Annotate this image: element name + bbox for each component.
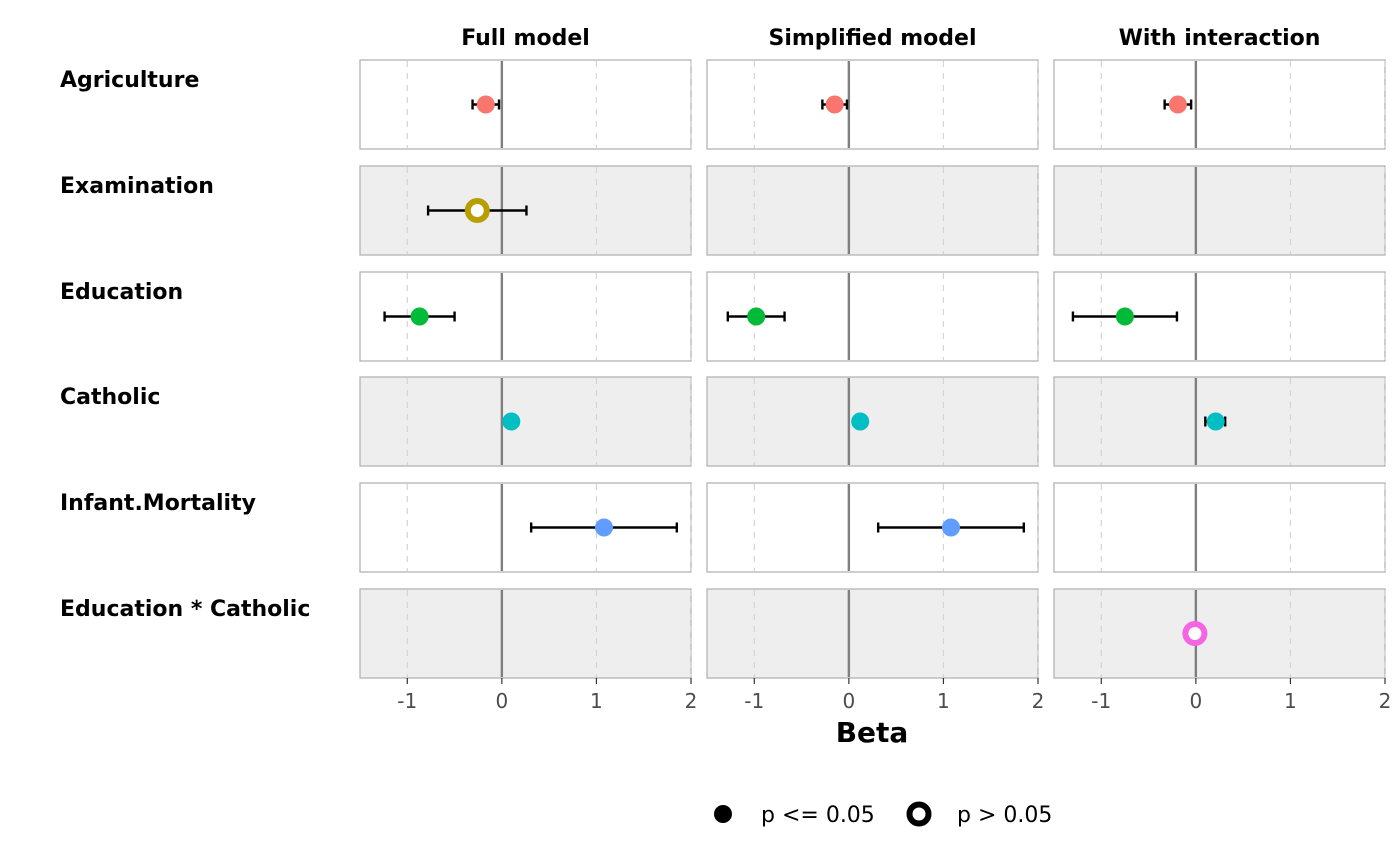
point-estimate [464, 198, 490, 223]
term-label-examination: Examination [60, 174, 214, 199]
panel-background [706, 165, 1039, 256]
point-estimate [941, 518, 960, 537]
estimate-education-full-model [383, 307, 456, 326]
estimate-catholic-simplified-model [851, 412, 870, 431]
x-axis-title: Beta [836, 716, 909, 749]
panel-agriculture-simplified-model [706, 59, 1039, 150]
estimate-catholic-full-model [502, 412, 521, 431]
point-estimate [1206, 412, 1225, 431]
panel-background [706, 588, 1039, 679]
term-labels: Agriculture Examination Education Catholic I… [60, 68, 310, 622]
panel-catholic-simplified-model [706, 376, 1039, 467]
estimate-agriculture-full-model [471, 95, 501, 114]
legend-item-p-0-05: p > 0.05 [906, 801, 1052, 828]
legend-open-circle-icon [906, 801, 932, 827]
panel-background [706, 59, 1039, 150]
panel-agriculture-full-model [359, 59, 692, 150]
model-title-with-interaction: With interaction [1119, 26, 1321, 51]
panel-background [1053, 482, 1386, 573]
panel-background [359, 588, 692, 679]
tick-label: 1 [1284, 689, 1297, 713]
term-label-infant-mortality: Infant.Mortality [60, 491, 256, 516]
term-label-catholic: Catholic [60, 385, 160, 410]
tick-label: 0 [495, 689, 508, 713]
tick-label: 0 [1189, 689, 1202, 713]
panel-background [1053, 588, 1386, 679]
panel-examination-with-interaction [1053, 165, 1386, 256]
tick-label: -1 [1091, 689, 1111, 713]
estimate-infant-mortality-full-model [529, 518, 679, 537]
tick-label: 2 [685, 689, 698, 713]
point-estimate [1115, 307, 1134, 326]
legend: p <= 0.05 p > 0.05 [714, 801, 1052, 828]
estimate-education-catholic-with-interaction [1182, 621, 1208, 646]
panel-background [359, 165, 692, 256]
panel-examination-simplified-model [706, 165, 1039, 256]
estimate-agriculture-with-interaction [1163, 95, 1193, 114]
panel-background [706, 482, 1039, 573]
estimate-education-simplified-model [726, 307, 786, 326]
tick-label: 1 [937, 689, 950, 713]
tick-label: 2 [1032, 689, 1045, 713]
point-estimate [476, 95, 495, 114]
panel-infant-mortality-simplified-model [706, 482, 1039, 573]
term-label-education-catholic: Education * Catholic [60, 597, 310, 622]
panel-education-catholic-with-interaction [1053, 588, 1386, 679]
point-estimate [502, 412, 521, 431]
point-estimate [594, 518, 613, 537]
term-label-agriculture: Agriculture [60, 68, 199, 93]
panel-education-catholic-full-model [359, 588, 692, 679]
legend-label: p <= 0.05 [761, 803, 875, 828]
tick-label: 2 [1379, 689, 1392, 713]
tick-label: 1 [590, 689, 603, 713]
point-estimate [747, 307, 766, 326]
point-estimate [1168, 95, 1187, 114]
panel-background [359, 376, 692, 467]
panel-grid [359, 59, 1386, 679]
legend-item-p-0-05: p <= 0.05 [714, 803, 875, 828]
panel-background [706, 376, 1039, 467]
panel-infant-mortality-with-interaction [1053, 482, 1386, 573]
point-estimate [851, 412, 870, 431]
estimate-examination-full-model [426, 198, 528, 223]
point-estimate [410, 307, 429, 326]
tick-label: -1 [744, 689, 764, 713]
tick-label: 0 [842, 689, 855, 713]
estimate-catholic-with-interaction [1204, 412, 1227, 431]
panel-background [359, 59, 692, 150]
tick-label: -1 [397, 689, 417, 713]
model-title-full-model: Full model [461, 26, 590, 51]
panel-agriculture-with-interaction [1053, 59, 1386, 150]
estimate-infant-mortality-simplified-model [876, 518, 1026, 537]
model-titles: Full model Simplified model With interacti… [461, 26, 1320, 51]
estimate-agriculture-simplified-model [821, 95, 849, 114]
term-label-education: Education [60, 280, 183, 305]
panel-examination-full-model [359, 165, 692, 256]
panel-background [1053, 59, 1386, 150]
legend-label: p > 0.05 [957, 803, 1052, 828]
point-estimate [825, 95, 844, 114]
estimate-education-with-interaction [1071, 307, 1179, 326]
model-title-simplified-model: Simplified model [768, 26, 976, 51]
panel-background [1053, 165, 1386, 256]
panel-education-catholic-simplified-model [706, 588, 1039, 679]
legend-filled-circle-icon [714, 805, 732, 823]
x-axis-ticks: -1 0 1 2 -1 0 1 2 -1 0 1 2 [397, 678, 1391, 713]
point-estimate [1182, 621, 1208, 646]
panel-catholic-full-model [359, 376, 692, 467]
